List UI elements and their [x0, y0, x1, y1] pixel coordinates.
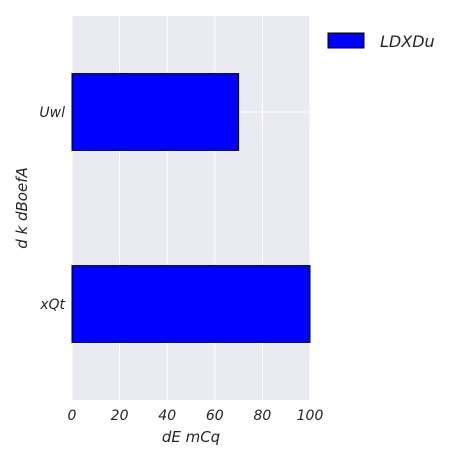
legend-label: LDXDu: [380, 32, 435, 51]
bar: [71, 265, 311, 343]
legend: LDXDu: [327, 32, 435, 51]
y-tick-label: Uwl: [39, 105, 65, 121]
y-axis-label: d k dBoefA: [13, 167, 31, 249]
x-tick-label: 100: [297, 408, 324, 424]
x-tick-labels: 0 20 40 60 80 100: [68, 408, 324, 424]
x-tick-label: 60: [206, 408, 224, 424]
legend-swatch: [327, 32, 365, 49]
x-axis-label: dE mCq: [162, 428, 220, 446]
x-tick-label: 20: [111, 408, 129, 424]
y-tick-labels: Uwl xQt: [39, 105, 65, 313]
bar: [71, 73, 240, 151]
bars: [71, 73, 311, 343]
x-tick-label: 40: [158, 408, 176, 424]
y-tick-label: xQt: [39, 297, 65, 313]
x-tick-label: 0: [68, 408, 77, 424]
x-tick-label: 80: [253, 408, 271, 424]
